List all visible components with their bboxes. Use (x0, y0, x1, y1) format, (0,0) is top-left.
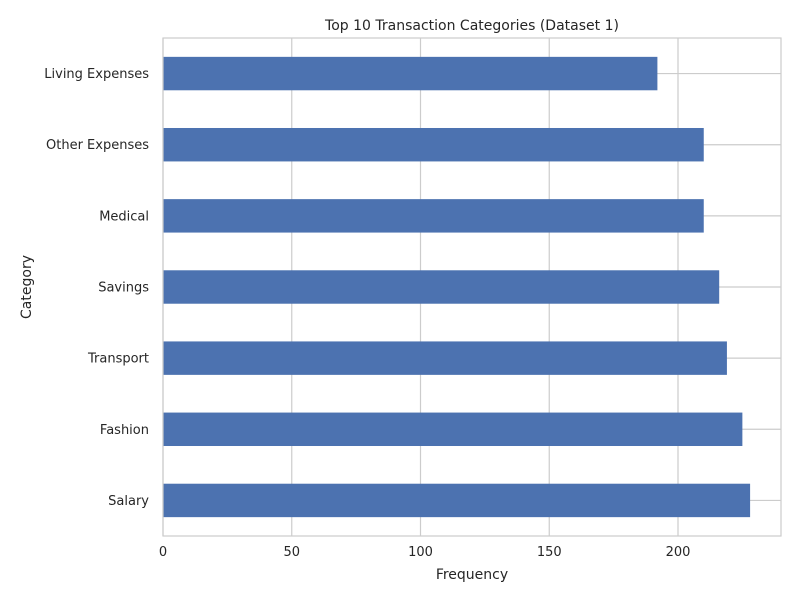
bar-salary (163, 483, 751, 518)
x-tick-label: 200 (666, 545, 691, 560)
x-tick-label: 50 (283, 545, 300, 560)
bar-other-expenses (163, 127, 704, 162)
bar-transport (163, 341, 727, 375)
y-tick-label: Fashion (100, 423, 149, 438)
x-tick-labels: 0 50 100 150 200 (159, 545, 691, 560)
bar-fashion (163, 412, 743, 447)
y-tick-labels: Living Expenses Other Expenses Medical Savi… (44, 67, 149, 509)
x-axis-label: Frequency (436, 567, 508, 583)
chart-title: Top 10 Transaction Categories (Dataset 1… (324, 18, 619, 34)
plot-frame (162, 37, 782, 537)
bar-living-expenses (163, 56, 658, 91)
y-tick-label: Salary (108, 494, 149, 509)
bar-savings (163, 270, 720, 304)
bar-medical (163, 199, 704, 233)
x-tick-label: 0 (159, 545, 167, 560)
bars (163, 56, 751, 518)
y-tick-label: Other Expenses (46, 138, 149, 153)
x-tick-label: 100 (408, 545, 433, 560)
y-tick-label: Savings (98, 281, 149, 296)
y-tick-label: Transport (87, 352, 149, 367)
y-axis-label: Category (19, 255, 35, 319)
y-tick-label: Medical (99, 209, 149, 224)
x-tick-label: 150 (537, 545, 562, 560)
y-tick-label: Living Expenses (44, 67, 149, 82)
